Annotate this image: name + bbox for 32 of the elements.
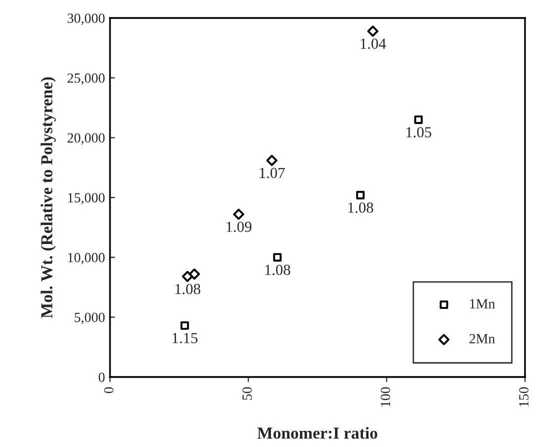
annotation: 1.08 bbox=[348, 202, 374, 213]
annotation: 1.08 bbox=[265, 264, 290, 276]
y-tick-label: 25,000 bbox=[68, 73, 105, 85]
point bbox=[233, 208, 244, 220]
annotation: 1.15 bbox=[172, 333, 198, 344]
point bbox=[180, 321, 189, 330]
annotation: 1.07 bbox=[260, 168, 285, 178]
y-tick-label: 0 bbox=[98, 372, 105, 382]
annotation: 1.09 bbox=[226, 222, 252, 232]
y-tick-label: 15,000 bbox=[68, 193, 105, 204]
legend-label: 1Mn bbox=[470, 299, 495, 308]
point bbox=[356, 190, 365, 200]
point bbox=[414, 115, 423, 124]
annotation: 1.05 bbox=[406, 127, 432, 138]
y-tick-label: 10,000 bbox=[68, 252, 105, 264]
y-tick-label: 20,000 bbox=[68, 133, 105, 145]
annotation: 1.08 bbox=[175, 284, 200, 294]
x-tick-label: 0 bbox=[104, 387, 114, 394]
point bbox=[182, 270, 194, 282]
point bbox=[266, 154, 278, 166]
point bbox=[367, 26, 378, 37]
legend-label: 2Mn bbox=[470, 334, 495, 344]
point bbox=[188, 268, 200, 280]
point bbox=[273, 253, 282, 262]
x-axis-title: Monomer:I ratio bbox=[257, 427, 378, 439]
x-tick-label: 50 bbox=[242, 387, 252, 400]
annotation: 1.04 bbox=[360, 38, 386, 49]
x-tick-label: 150 bbox=[519, 387, 528, 406]
y-tick-label: 5,000 bbox=[74, 312, 105, 324]
x-tick-label: 100 bbox=[380, 387, 390, 406]
y-axis-title: Mol. Wt. (Relative to Polystyrene) bbox=[40, 77, 56, 318]
y-tick-label: 30,000 bbox=[68, 14, 105, 25]
